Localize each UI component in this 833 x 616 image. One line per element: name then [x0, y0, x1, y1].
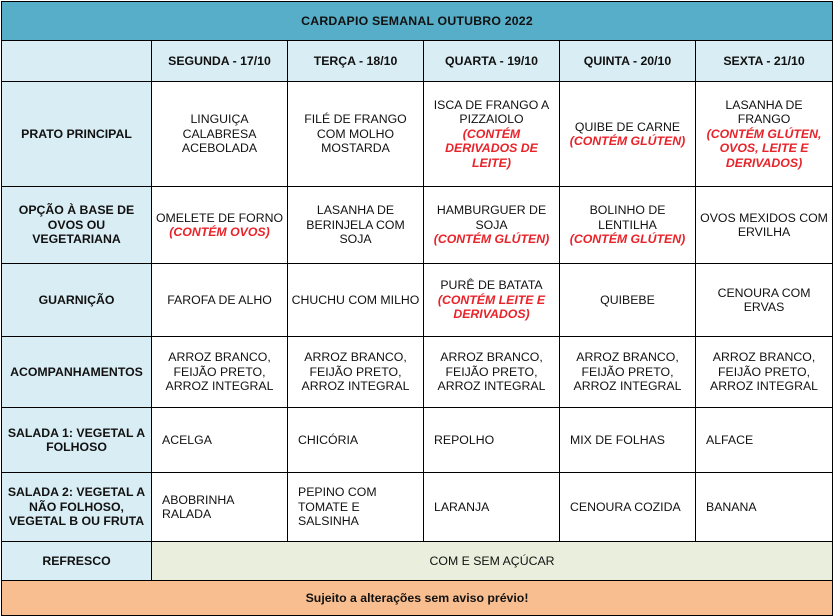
table-row: PRATO PRINCIPAL LINGUIÇA CALABRESA ACEBO…: [1, 81, 833, 187]
day-header-quinta: QUINTA - 20/10: [559, 40, 696, 82]
cell-guarnicao-segunda: FAROFA DE ALHO: [151, 263, 288, 337]
table-row: OPÇÃO À BASE DE OVOS OU VEGETARIANA OMEL…: [1, 186, 833, 264]
refresco-row: REFRESCO COM E SEM AÇÚCAR: [1, 541, 833, 581]
row-label-salada-2: SALADA 2: VEGETAL A NÃO FOLHOSO, VEGETAL…: [1, 472, 152, 542]
cell-salada2-quinta: CENOURA COZIDA: [559, 472, 696, 542]
corner-cell: [1, 40, 152, 82]
day-header-quarta: QUARTA - 19/10: [423, 40, 560, 82]
dish-name: ALFACE: [706, 432, 754, 447]
cell-salada2-terca: PEPINO COM TOMATE E SALSINHA: [287, 472, 424, 542]
cell-guarnicao-quarta: PURÊ DE BATATA (CONTÉM LEITE E DERIVADOS…: [423, 263, 560, 337]
cell-acompanhamentos-quinta: ARROZ BRANCO, FEIJÃO PRETO, ARROZ INTEGR…: [559, 336, 696, 408]
cell-acompanhamentos-sexta: ARROZ BRANCO, FEIJÃO PRETO, ARROZ INTEGR…: [694, 336, 833, 408]
dish-name: ARROZ BRANCO, FEIJÃO PRETO, ARROZ INTEGR…: [165, 350, 274, 394]
dish-name: MIX DE FOLHAS: [570, 432, 665, 447]
cell-opcao-ovos-terca: LASANHA DE BERINJELA COM SOJA: [287, 186, 424, 264]
day-header-segunda: SEGUNDA - 17/10: [151, 40, 288, 82]
notice-banner: Sujeito a alterações sem aviso prévio!: [0, 580, 833, 616]
cell-salada2-quarta: LARANJA: [423, 472, 560, 542]
cell-prato-principal-quinta: QUIBE DE CARNE (CONTÉM GLÚTEN): [559, 81, 696, 187]
dish-name: FILÉ DE FRANGO COM MOLHO MOSTARDA: [304, 112, 407, 156]
dish-name: ARROZ BRANCO, FEIJÃO PRETO, ARROZ INTEGR…: [437, 350, 546, 394]
row-label-prato-principal: PRATO PRINCIPAL: [1, 81, 152, 187]
table-row: SALADA 1: VEGETAL A FOLHOSO ACELGA CHICÓ…: [1, 407, 833, 473]
cell-acompanhamentos-quarta: ARROZ BRANCO, FEIJÃO PRETO, ARROZ INTEGR…: [423, 336, 560, 408]
dish-name: BOLINHO DE LENTILHA: [589, 203, 666, 232]
cell-opcao-ovos-quarta: HAMBURGUER DE SOJA (CONTÉM GLÚTEN): [423, 186, 560, 264]
dish-name: LASANHA DE FRANGO: [725, 97, 803, 127]
cell-salada1-sexta: ALFACE: [694, 407, 833, 473]
cell-guarnicao-sexta: CENOURA COM ERVAS: [694, 263, 833, 337]
cell-prato-principal-sexta: LASANHA DE FRANGO (CONTÉM GLÚTEN, OVOS, …: [694, 81, 833, 187]
dish-name: LINGUIÇA CALABRESA ACEBOLADA: [181, 112, 258, 156]
cell-salada2-segunda: ABOBRINHA RALADA: [151, 472, 288, 542]
cell-guarnicao-quinta: QUIBEBE: [559, 263, 696, 337]
cell-salada1-terca: CHICÓRIA: [287, 407, 424, 473]
table-row: ACOMPANHAMENTOS ARROZ BRANCO, FEIJÃO PRE…: [1, 336, 833, 408]
allergen-note: (CONTÉM GLÚTEN): [569, 134, 686, 148]
table-row: GUARNIÇÃO FAROFA DE ALHO CHUCHU COM MILH…: [1, 263, 833, 337]
dish-name: CENOURA COM ERVAS: [717, 285, 811, 315]
dish-name: FAROFA DE ALHO: [167, 292, 272, 307]
notice-row: Sujeito a alterações sem aviso prévio!: [0, 580, 833, 616]
dish-name: ISCA DE FRANGO A PIZZAIOLO: [433, 97, 550, 127]
dish-name: LASANHA DE BERINJELA COM SOJA: [306, 203, 405, 247]
allergen-note: (CONTÉM GLÚTEN): [433, 232, 550, 247]
day-header-row: SEGUNDA - 17/10 TERÇA - 18/10 QUARTA - 1…: [1, 40, 833, 82]
dish-name: QUIBEBE: [600, 292, 655, 307]
dish-name: ARROZ BRANCO, FEIJÃO PRETO, ARROZ INTEGR…: [573, 350, 682, 394]
cell-acompanhamentos-terca: ARROZ BRANCO, FEIJÃO PRETO, ARROZ INTEGR…: [287, 336, 424, 408]
refresco-value: COM E SEM AÇÚCAR: [150, 541, 833, 581]
dish-name: QUIBE DE CARNE: [574, 119, 681, 134]
day-header-terca: TERÇA - 18/10: [287, 40, 424, 82]
row-label-refresco: REFRESCO: [1, 541, 152, 581]
dish-name: CHICÓRIA: [298, 432, 359, 447]
cell-salada2-sexta: BANANA: [694, 472, 833, 542]
allergen-note: (CONTÉM GLÚTEN, OVOS, LEITE E DERIVADOS): [706, 126, 822, 170]
allergen-note: (CONTÉM GLÚTEN): [569, 232, 686, 247]
day-header-sexta: SEXTA - 21/10: [694, 40, 833, 82]
dish-name: OVOS MEXIDOS COM ERVILHA: [700, 210, 828, 240]
dish-name: CHUCHU COM MILHO: [291, 292, 420, 307]
allergen-note: (CONTÉM OVOS): [169, 225, 270, 239]
cell-prato-principal-terca: FILÉ DE FRANGO COM MOLHO MOSTARDA: [287, 81, 424, 187]
row-label-acompanhamentos: ACOMPANHAMENTOS: [1, 336, 152, 408]
dish-name: ABOBRINHA RALADA: [162, 492, 234, 522]
dish-name: REPOLHO: [434, 432, 495, 447]
cell-opcao-ovos-sexta: OVOS MEXIDOS COM ERVILHA: [694, 186, 833, 264]
allergen-note: (CONTÉM LEITE E DERIVADOS): [437, 292, 546, 322]
dish-name: LARANJA: [434, 499, 490, 514]
dish-name: OMELETE DE FORNO: [155, 210, 284, 225]
cell-opcao-ovos-segunda: OMELETE DE FORNO (CONTÉM OVOS): [151, 186, 288, 264]
table-row: SALADA 2: VEGETAL A NÃO FOLHOSO, VEGETAL…: [1, 472, 833, 542]
cell-guarnicao-terca: CHUCHU COM MILHO: [287, 263, 424, 337]
cell-salada1-quinta: MIX DE FOLHAS: [559, 407, 696, 473]
dish-name: CENOURA COZIDA: [570, 499, 681, 514]
dish-name: PURÊ DE BATATA: [440, 278, 543, 293]
title-row: CARDAPIO SEMANAL OUTUBRO 2022: [0, 1, 833, 41]
cell-salada1-quarta: REPOLHO: [423, 407, 560, 473]
dish-name: BANANA: [706, 499, 757, 514]
page-title: CARDAPIO SEMANAL OUTUBRO 2022: [0, 1, 833, 41]
allergen-note: (CONTÉM DERIVADOS DE LEITE): [445, 126, 538, 170]
row-label-opcao-ovos-vegetariana: OPÇÃO À BASE DE OVOS OU VEGETARIANA: [1, 186, 152, 264]
dish-name: ACELGA: [162, 432, 212, 447]
cell-salada1-segunda: ACELGA: [151, 407, 288, 473]
cell-acompanhamentos-segunda: ARROZ BRANCO, FEIJÃO PRETO, ARROZ INTEGR…: [151, 336, 288, 408]
row-label-guarnicao: GUARNIÇÃO: [1, 263, 152, 337]
cell-prato-principal-segunda: LINGUIÇA CALABRESA ACEBOLADA: [151, 81, 288, 187]
cell-opcao-ovos-quinta: BOLINHO DE LENTILHA (CONTÉM GLÚTEN): [559, 186, 696, 264]
row-label-salada-1: SALADA 1: VEGETAL A FOLHOSO: [1, 407, 152, 473]
dish-name: ARROZ BRANCO, FEIJÃO PRETO, ARROZ INTEGR…: [301, 350, 410, 394]
dish-name: HAMBURGUER DE SOJA: [436, 203, 547, 232]
dish-name: PEPINO COM TOMATE E SALSINHA: [298, 485, 377, 529]
dish-name: ARROZ BRANCO, FEIJÃO PRETO, ARROZ INTEGR…: [710, 350, 818, 394]
cell-prato-principal-quarta: ISCA DE FRANGO A PIZZAIOLO (CONTÉM DERIV…: [423, 81, 560, 187]
